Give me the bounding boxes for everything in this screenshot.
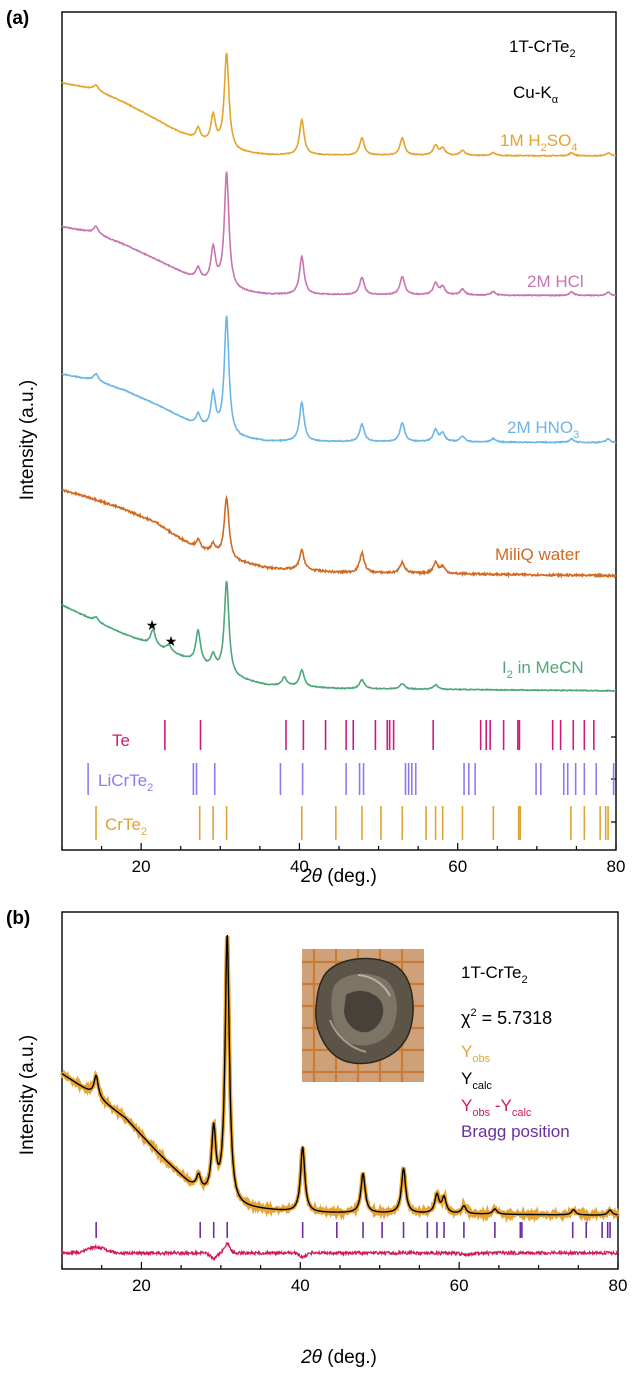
- trace-hcl: [61, 171, 617, 298]
- panel-b: (b) Intensity (a.u.) 1T-CrTe2 χ2 = 5.731…: [6, 908, 627, 1368]
- legend-diff: Yobs -Ycalc: [461, 1096, 532, 1119]
- label-h2so4: 1M H2SO4: [500, 131, 577, 154]
- x-tick-label-b: 80: [609, 1276, 628, 1295]
- x-tick-label-b: 40: [291, 1276, 310, 1295]
- x-tick-label-a: 40: [290, 857, 309, 876]
- panel-a-xlabel: 2θ (deg.): [300, 866, 377, 887]
- sample-photo-inset: [302, 949, 424, 1082]
- star-marker-1: ★: [146, 617, 159, 633]
- trace-h2so4: [61, 52, 617, 158]
- panel-b-label: (b): [6, 908, 30, 929]
- x-tick-label-a: 60: [448, 857, 467, 876]
- trace-water: [61, 488, 617, 579]
- label-hno3: 2M HNO3: [507, 418, 579, 441]
- panel-a-phase-label: 1T-CrTe2: [509, 37, 576, 60]
- trace-i2: [61, 580, 616, 693]
- label-water: MiliQ water: [495, 545, 580, 564]
- trace-hno3: [61, 315, 617, 444]
- x-tick-label-b: 20: [132, 1276, 151, 1295]
- ref-label-licrte2: LiCrTe2: [98, 771, 153, 794]
- panel-a-ylabel: Intensity (a.u.): [17, 380, 38, 500]
- trace-difference: [61, 1241, 619, 1262]
- x-tick-label-a: 80: [607, 857, 626, 876]
- chi-square-label: χ2 = 5.7318: [461, 1007, 552, 1028]
- legend-bragg: Bragg position: [461, 1122, 570, 1141]
- panel-b-xlabel: 2θ (deg.): [300, 1347, 377, 1368]
- panel-b-phase-label: 1T-CrTe2: [461, 963, 528, 986]
- label-i2: I2 in MeCN: [502, 658, 584, 681]
- legend-ycalc: Ycalc: [461, 1069, 492, 1092]
- legend-yobs: Yobs: [461, 1042, 491, 1065]
- x-tick-label-a: 20: [132, 857, 151, 876]
- panel-b-ylabel: Intensity (a.u.): [17, 1035, 38, 1155]
- panel-a-label: (a): [6, 8, 29, 29]
- ref-label-crte2: CrTe2: [105, 815, 147, 838]
- trace-ycalc: [61, 934, 618, 1216]
- ref-label-te: Te: [112, 731, 130, 750]
- panel-a-source-label: Cu-Kα: [513, 83, 559, 106]
- x-tick-label-b: 60: [450, 1276, 469, 1295]
- panel-a: (a) Intensity (a.u.) 1T-CrTe2 Cu-Kα 1M H…: [6, 8, 625, 887]
- label-hcl: 2M HCl: [527, 272, 584, 291]
